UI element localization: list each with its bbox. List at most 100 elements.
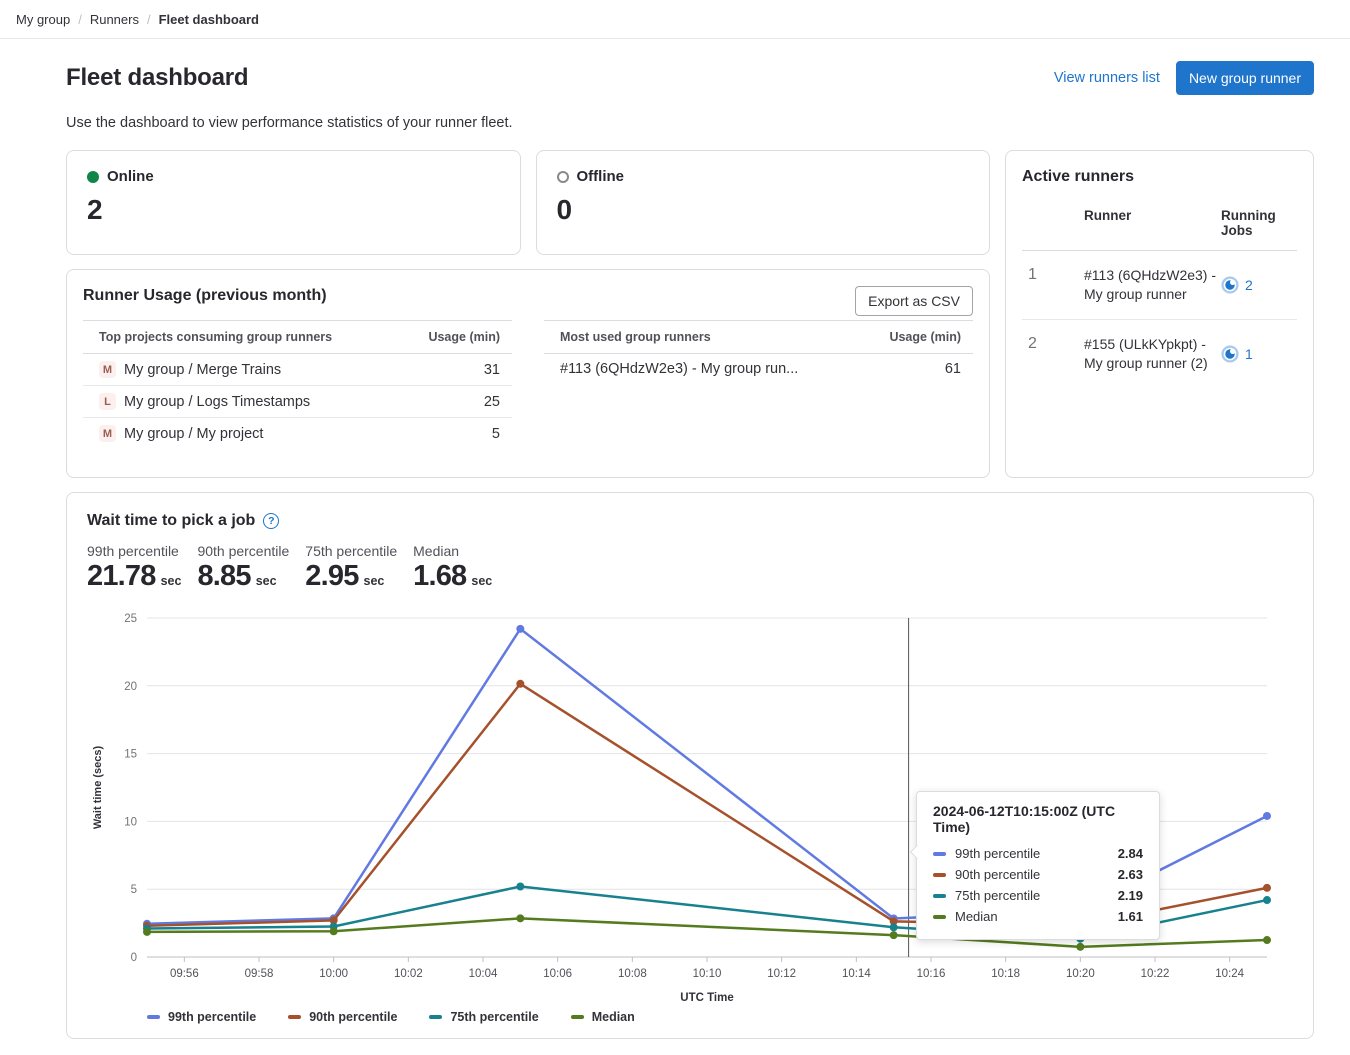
project-usage-value: 31 — [483, 361, 500, 378]
legend-item-75th-percentile[interactable]: 75th percentile — [429, 1010, 539, 1024]
offline-count: 0 — [556, 194, 573, 225]
top-projects-column-header: Top projects consuming group runners — [99, 330, 333, 344]
stat-label: 75th percentile — [305, 543, 398, 559]
svg-text:10: 10 — [124, 816, 137, 828]
project-usage-value: 5 — [491, 425, 500, 442]
svg-text:10:12: 10:12 — [767, 968, 796, 980]
breadcrumb-link-runners[interactable]: Runners — [89, 12, 139, 27]
tooltip-series-value: 2.63 — [1117, 867, 1143, 882]
dashboard-grid: Online 2 Offline 0 Active runners Runner… — [66, 150, 1314, 478]
tooltip-series-name: 75th percentile — [955, 888, 1041, 903]
svg-text:10:22: 10:22 — [1141, 968, 1170, 980]
svg-text:10:10: 10:10 — [693, 968, 722, 980]
breadcrumb: My group / Runners / Fleet dashboard — [0, 0, 1350, 39]
running-jobs-cell: 1 — [1221, 345, 1297, 363]
export-csv-button[interactable]: Export as CSV — [855, 286, 973, 316]
running-jobs-count-link[interactable]: 2 — [1245, 276, 1253, 293]
tooltip-series-name: Median — [955, 909, 998, 924]
wait-time-card: Wait time to pick a job ? 99th percentil… — [66, 492, 1314, 1039]
help-icon[interactable]: ? — [263, 513, 280, 529]
top-project-row: M My group / Merge Trains 31 — [83, 354, 512, 386]
active-runner-row: 1 #113 (6QHdzW2e3) - My group runner 2 — [1022, 251, 1297, 320]
legend-dash-icon — [147, 1015, 160, 1019]
legend-item-99th-percentile[interactable]: 99th percentile — [147, 1010, 256, 1024]
stat-unit: sec — [471, 574, 493, 588]
most-used-runners-usage-header: Usage (min) — [889, 330, 961, 344]
stat-unit: sec — [255, 574, 277, 588]
running-status-icon — [1221, 276, 1239, 294]
stat-unit: sec — [363, 574, 385, 588]
offline-status-dot-icon — [556, 170, 569, 183]
legend-label: Median — [591, 1010, 635, 1024]
chart-tooltip-title: 2024-06-12T10:15:00Z (UTC Time) — [933, 803, 1116, 835]
svg-text:5: 5 — [131, 884, 137, 896]
svg-text:09:56: 09:56 — [170, 968, 199, 980]
svg-text:10:04: 10:04 — [469, 968, 498, 980]
online-status-dot-icon — [87, 170, 99, 183]
project-usage-value: 25 — [483, 393, 500, 410]
svg-text:UTC Time: UTC Time — [680, 992, 733, 1004]
svg-text:25: 25 — [124, 613, 137, 625]
most-used-runners-column-header: Most used group runners — [560, 330, 711, 344]
active-runners-index-header — [1022, 208, 1084, 238]
runner-row-index: 2 — [1028, 334, 1037, 352]
stat-value: 8.85 — [197, 560, 251, 592]
online-count: 2 — [87, 194, 103, 225]
wait-time-stat: Median 1.68 sec — [413, 543, 492, 593]
wait-time-stats: 99th percentile 21.78 sec 90th percentile 8.… — [87, 543, 1293, 593]
wait-time-stat: 90th percentile 8.85 sec — [197, 543, 289, 593]
running-status-icon — [1221, 345, 1239, 363]
top-project-row: M My group / My project 5 — [83, 418, 512, 449]
offline-card-label: Offline — [576, 168, 625, 185]
project-name: My group / My project — [124, 425, 264, 442]
tooltip-series-dash-icon — [933, 851, 946, 856]
wait-time-stat: 75th percentile 2.95 sec — [305, 543, 397, 593]
chart-tooltip: 2024-06-12T10:15:00Z (UTC Time) 99th per… — [916, 791, 1160, 940]
svg-text:20: 20 — [124, 681, 137, 693]
tooltip-series-name: 99th percentile — [955, 846, 1041, 861]
wait-time-chart[interactable]: 0 5 10 15 20 25 09:56 09:58 10:00 10:02 10:04 10:06… — [87, 609, 1293, 1008]
svg-text:10:16: 10:16 — [917, 968, 946, 980]
running-jobs-count-link[interactable]: 1 — [1245, 345, 1253, 362]
svg-text:10:02: 10:02 — [394, 968, 423, 980]
svg-text:10:24: 10:24 — [1215, 968, 1244, 980]
breadcrumb-link-my-group[interactable]: My group — [16, 12, 71, 27]
runner-name-link[interactable]: #155 (ULkKYpkpt) - My group runner (2) — [1084, 335, 1208, 371]
project-name: My group / Merge Trains — [124, 361, 282, 378]
tooltip-series-dash-icon — [933, 914, 946, 919]
svg-text:0: 0 — [131, 952, 137, 964]
view-runners-list-link[interactable]: View runners list — [1053, 70, 1160, 86]
active-runners-card: Active runners Runner Running Jobs 1 #113… — [1005, 150, 1314, 478]
active-runner-row: 2 #155 (ULkKYpkpt) - My group runner (2) 1 — [1022, 320, 1297, 388]
stat-unit: sec — [160, 574, 182, 588]
project-avatar: L — [99, 393, 116, 410]
page-title: Fleet dashboard — [66, 64, 249, 91]
svg-text:10:00: 10:00 — [319, 968, 348, 980]
svg-text:10:20: 10:20 — [1066, 968, 1095, 980]
runner-row-index: 1 — [1028, 266, 1037, 283]
legend-dash-icon — [429, 1015, 443, 1019]
svg-text:10:08: 10:08 — [618, 968, 647, 980]
runner-usage-card: Runner Usage (previous month) Export as … — [66, 269, 990, 478]
top-projects-usage-header: Usage (min) — [428, 330, 500, 344]
running-jobs-cell: 2 — [1221, 276, 1297, 294]
chart-legend: 99th percentile 90th percentile 75th perce… — [87, 1010, 1293, 1024]
legend-label: 75th percentile — [450, 1010, 539, 1024]
runner-usage-name: #113 (6QHdzW2e3) - My group run... — [560, 361, 799, 377]
legend-dash-icon — [570, 1015, 584, 1019]
runner-name-link[interactable]: #113 (6QHdzW2e3) - My group runner — [1084, 267, 1217, 302]
svg-text:09:58: 09:58 — [245, 968, 274, 980]
page-description: Use the dashboard to view performance st… — [66, 115, 513, 131]
legend-item-90th-percentile[interactable]: 90th percentile — [288, 1010, 397, 1024]
tooltip-series-value: 1.61 — [1117, 909, 1143, 924]
wait-time-title: Wait time to pick a job — [87, 512, 256, 529]
most-used-runners-table: Most used group runners Usage (min) #113… — [544, 320, 973, 449]
most-used-runner-row: #113 (6QHdzW2e3) - My group run... 61 — [544, 354, 973, 384]
new-group-runner-button[interactable]: New group runner — [1175, 61, 1314, 95]
runner-usage-title: Runner Usage (previous month) — [83, 287, 327, 304]
legend-item-median[interactable]: Median — [570, 1010, 635, 1024]
tooltip-series-value: 2.19 — [1117, 888, 1143, 903]
stat-label: 90th percentile — [197, 543, 290, 559]
tooltip-series-row: 75th percentile 2.19 — [933, 885, 1143, 906]
tooltip-series-dash-icon — [933, 893, 946, 898]
